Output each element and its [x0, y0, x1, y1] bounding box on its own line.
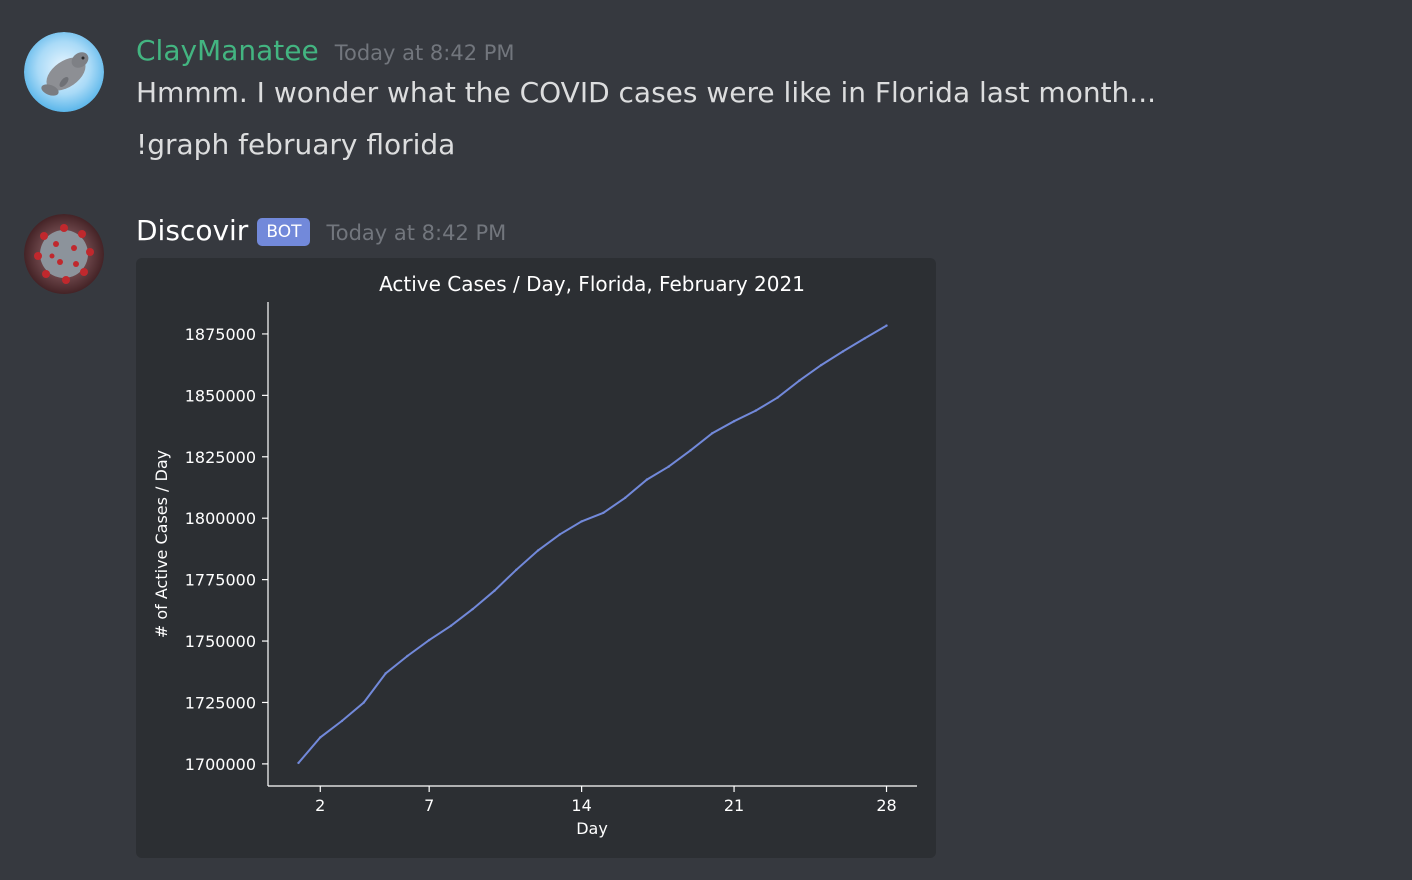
y-tick-label: 1725000	[185, 693, 256, 712]
y-axis-label: # of Active Cases / Day	[152, 450, 171, 638]
x-tick-label: 2	[315, 796, 325, 815]
timestamp: Today at 8:42 PM	[326, 221, 507, 245]
message-text: !graph february florida	[136, 128, 456, 161]
line-chart: Active Cases / Day, Florida, February 20…	[152, 272, 917, 838]
data-point	[624, 496, 627, 499]
series-line	[297, 324, 888, 764]
timestamp: Today at 8:42 PM	[334, 41, 515, 65]
data-point	[428, 638, 431, 642]
y-tick-label: 1800000	[185, 509, 256, 528]
data-point	[384, 672, 387, 675]
data-point	[798, 379, 801, 382]
y-tick-label: 1775000	[185, 571, 256, 590]
x-tick-label: 21	[724, 796, 744, 815]
username[interactable]: ClayManatee	[136, 34, 319, 67]
series-points	[297, 324, 888, 765]
data-point	[493, 589, 496, 592]
x-tick-label: 28	[876, 796, 896, 815]
data-point	[645, 478, 649, 481]
coronavirus-avatar[interactable]	[24, 214, 104, 294]
x-tick-label: 14	[571, 796, 591, 815]
y-tick-label: 1850000	[185, 386, 256, 405]
y-tick-label: 1825000	[185, 448, 256, 467]
message-text: Hmmm. I wonder what the COVID cases were…	[136, 76, 1156, 109]
data-point	[667, 465, 670, 468]
data-point	[754, 409, 757, 412]
chart-embed[interactable]: Active Cases / Day, Florida, February 20…	[136, 258, 936, 858]
data-point	[536, 549, 540, 552]
data-point	[406, 654, 409, 658]
data-point	[689, 449, 692, 452]
data-point	[319, 736, 322, 739]
data-point	[776, 396, 779, 399]
chart-title: Active Cases / Day, Florida, February 20…	[379, 272, 805, 296]
x-axis-label: Day	[576, 819, 608, 838]
x-ticks: 2 7 14 21 28	[315, 786, 897, 815]
data-point	[362, 701, 365, 704]
y-tick-label: 1750000	[185, 632, 256, 651]
y-tick-label: 1875000	[185, 325, 256, 344]
bot-badge: BOT	[257, 218, 311, 246]
data-point	[340, 719, 344, 723]
data-point	[297, 761, 300, 765]
data-point	[885, 324, 888, 327]
data-point	[863, 337, 866, 340]
data-point	[471, 607, 474, 611]
message-header: ClayManatee Today at 8:42 PM	[136, 34, 515, 67]
data-point	[449, 624, 453, 627]
chart-axes	[267, 302, 917, 787]
data-point	[820, 363, 823, 367]
y-tick-label: 1700000	[185, 755, 256, 774]
data-point	[602, 511, 605, 514]
username[interactable]: Discovir	[136, 214, 249, 247]
data-point	[711, 432, 714, 435]
data-point	[558, 533, 561, 536]
x-tick-label: 7	[424, 796, 434, 815]
manatee-avatar[interactable]	[24, 32, 104, 112]
data-point	[515, 568, 518, 571]
data-point	[732, 420, 736, 423]
message-header: Discovir BOT Today at 8:42 PM	[136, 214, 506, 249]
data-point	[580, 520, 583, 523]
y-ticks: 1700000 1725000 1750000 1775000 1800000 18250…	[185, 325, 268, 774]
data-point	[841, 350, 845, 353]
